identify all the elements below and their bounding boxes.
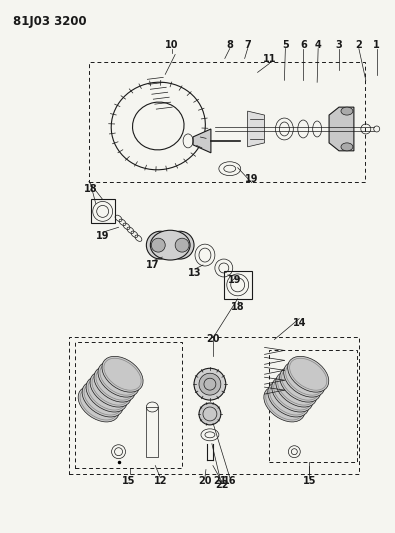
Ellipse shape — [264, 386, 305, 422]
Text: 1: 1 — [373, 39, 380, 50]
Text: 11: 11 — [263, 54, 276, 64]
Text: 21: 21 — [213, 477, 227, 487]
Ellipse shape — [147, 231, 174, 259]
Ellipse shape — [341, 107, 353, 115]
Text: 8: 8 — [226, 39, 233, 50]
Text: 14: 14 — [293, 318, 306, 328]
Text: 19: 19 — [228, 275, 241, 285]
Text: 3: 3 — [336, 39, 342, 50]
Text: 18: 18 — [231, 302, 245, 312]
Text: 15: 15 — [122, 477, 135, 487]
Ellipse shape — [166, 231, 194, 259]
Polygon shape — [193, 129, 211, 153]
Ellipse shape — [194, 368, 226, 400]
Ellipse shape — [284, 361, 325, 397]
Text: 22: 22 — [215, 480, 229, 490]
Text: 12: 12 — [154, 477, 167, 487]
Ellipse shape — [288, 357, 329, 392]
Ellipse shape — [175, 238, 189, 252]
Ellipse shape — [78, 386, 119, 422]
Bar — [147, 407, 158, 457]
Ellipse shape — [150, 230, 190, 260]
Text: 7: 7 — [244, 39, 251, 50]
Text: 19: 19 — [245, 174, 258, 184]
Text: 19: 19 — [96, 231, 109, 241]
Ellipse shape — [268, 381, 309, 417]
Text: 18: 18 — [84, 183, 98, 193]
Bar — [69, 336, 359, 473]
Ellipse shape — [151, 238, 165, 252]
Text: 2: 2 — [356, 39, 362, 50]
Text: 16: 16 — [223, 477, 237, 487]
Ellipse shape — [272, 376, 313, 412]
Text: 5: 5 — [282, 39, 289, 50]
Text: 6: 6 — [300, 39, 307, 50]
Text: 15: 15 — [303, 477, 316, 487]
Text: 10: 10 — [166, 39, 179, 50]
Ellipse shape — [280, 366, 321, 402]
Ellipse shape — [94, 366, 135, 402]
Bar — [89, 62, 365, 182]
Text: 4: 4 — [315, 39, 322, 50]
Ellipse shape — [341, 143, 353, 151]
Ellipse shape — [199, 373, 221, 395]
Text: 20: 20 — [198, 477, 212, 487]
Ellipse shape — [90, 371, 131, 407]
Text: 13: 13 — [188, 268, 202, 278]
Ellipse shape — [276, 371, 317, 407]
Ellipse shape — [102, 357, 143, 392]
Polygon shape — [248, 111, 265, 147]
Ellipse shape — [199, 403, 221, 425]
Text: 17: 17 — [146, 260, 159, 270]
Ellipse shape — [82, 381, 123, 417]
Polygon shape — [329, 107, 354, 151]
Text: 81J03 3200: 81J03 3200 — [13, 15, 87, 28]
Ellipse shape — [98, 361, 139, 397]
Ellipse shape — [86, 376, 127, 412]
Bar — [269, 350, 357, 462]
Bar — [75, 343, 182, 467]
Text: 20: 20 — [206, 335, 220, 344]
Bar — [91, 199, 115, 223]
Bar — [224, 271, 252, 299]
